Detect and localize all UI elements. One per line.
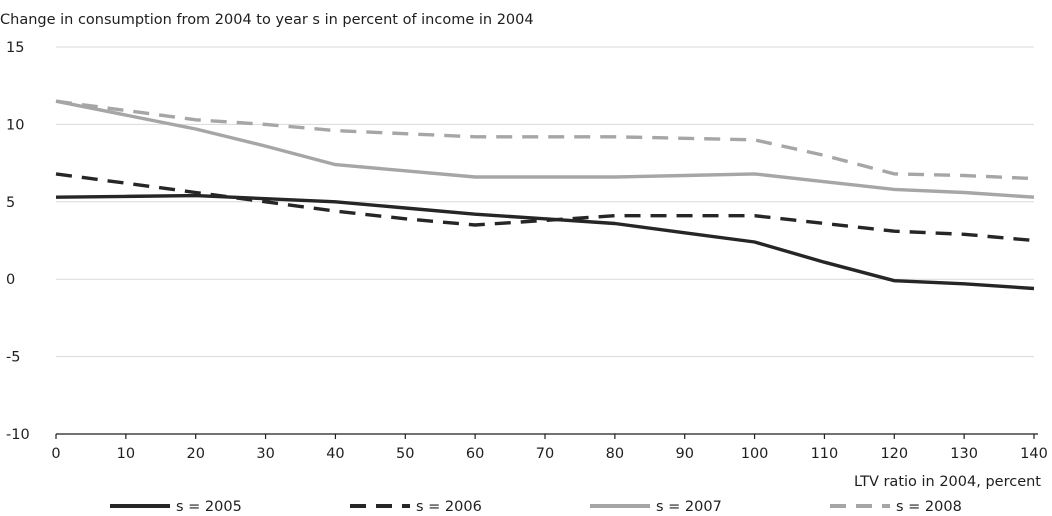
y-axis-title: Change in consumption from 2004 to year … — [0, 12, 534, 28]
x-tick-label-13: 130 — [950, 446, 978, 462]
tick-labels: 0 10 20 30 40 50 60 70 80 90 100 110 120 130 140151050… — [6, 40, 1048, 462]
gridlines — [56, 46, 1034, 358]
y-tick-label-3: 0 — [6, 272, 15, 288]
x-tick-label-3: 30 — [256, 446, 274, 462]
y-tick-label-5: -10 — [6, 427, 30, 443]
legend-label-1: s = 2006 — [416, 499, 482, 515]
x-tick-label-11: 110 — [811, 446, 839, 462]
legend: s = 2005 s = 2006 s = 2007 s = 2008 — [110, 499, 962, 515]
x-tick-label-8: 80 — [606, 446, 624, 462]
legend-label-0: s = 2005 — [176, 499, 242, 515]
legend-label-3: s = 2008 — [896, 499, 962, 515]
x-tick-label-9: 90 — [675, 446, 693, 462]
legend-label-2: s = 2007 — [656, 499, 722, 515]
x-tick-label-7: 70 — [536, 446, 554, 462]
x-tick-label-5: 50 — [396, 446, 414, 462]
y-tick-label-0: 15 — [6, 40, 24, 56]
x-tick-label-6: 60 — [466, 446, 484, 462]
x-tick-label-0: 0 — [51, 446, 60, 462]
y-tick-label-1: 10 — [6, 117, 24, 133]
x-tick-label-2: 20 — [186, 446, 204, 462]
x-tick-label-12: 120 — [880, 446, 908, 462]
x-tick-label-1: 10 — [117, 446, 135, 462]
x-axis-title: LTV ratio in 2004, percent — [854, 474, 1041, 490]
x-tick-label-4: 40 — [326, 446, 344, 462]
series-lines — [55, 99, 1035, 291]
axes — [55, 433, 1038, 439]
y-tick-label-4: -5 — [6, 350, 20, 366]
y-tick-label-2: 5 — [6, 195, 15, 211]
series-line-3 — [55, 99, 1035, 181]
series-line-2 — [55, 99, 1035, 199]
x-tick-label-10: 100 — [741, 446, 769, 462]
x-tick-label-14: 140 — [1020, 446, 1048, 462]
series-line-1 — [55, 172, 1035, 243]
series-line-0 — [55, 193, 1035, 291]
